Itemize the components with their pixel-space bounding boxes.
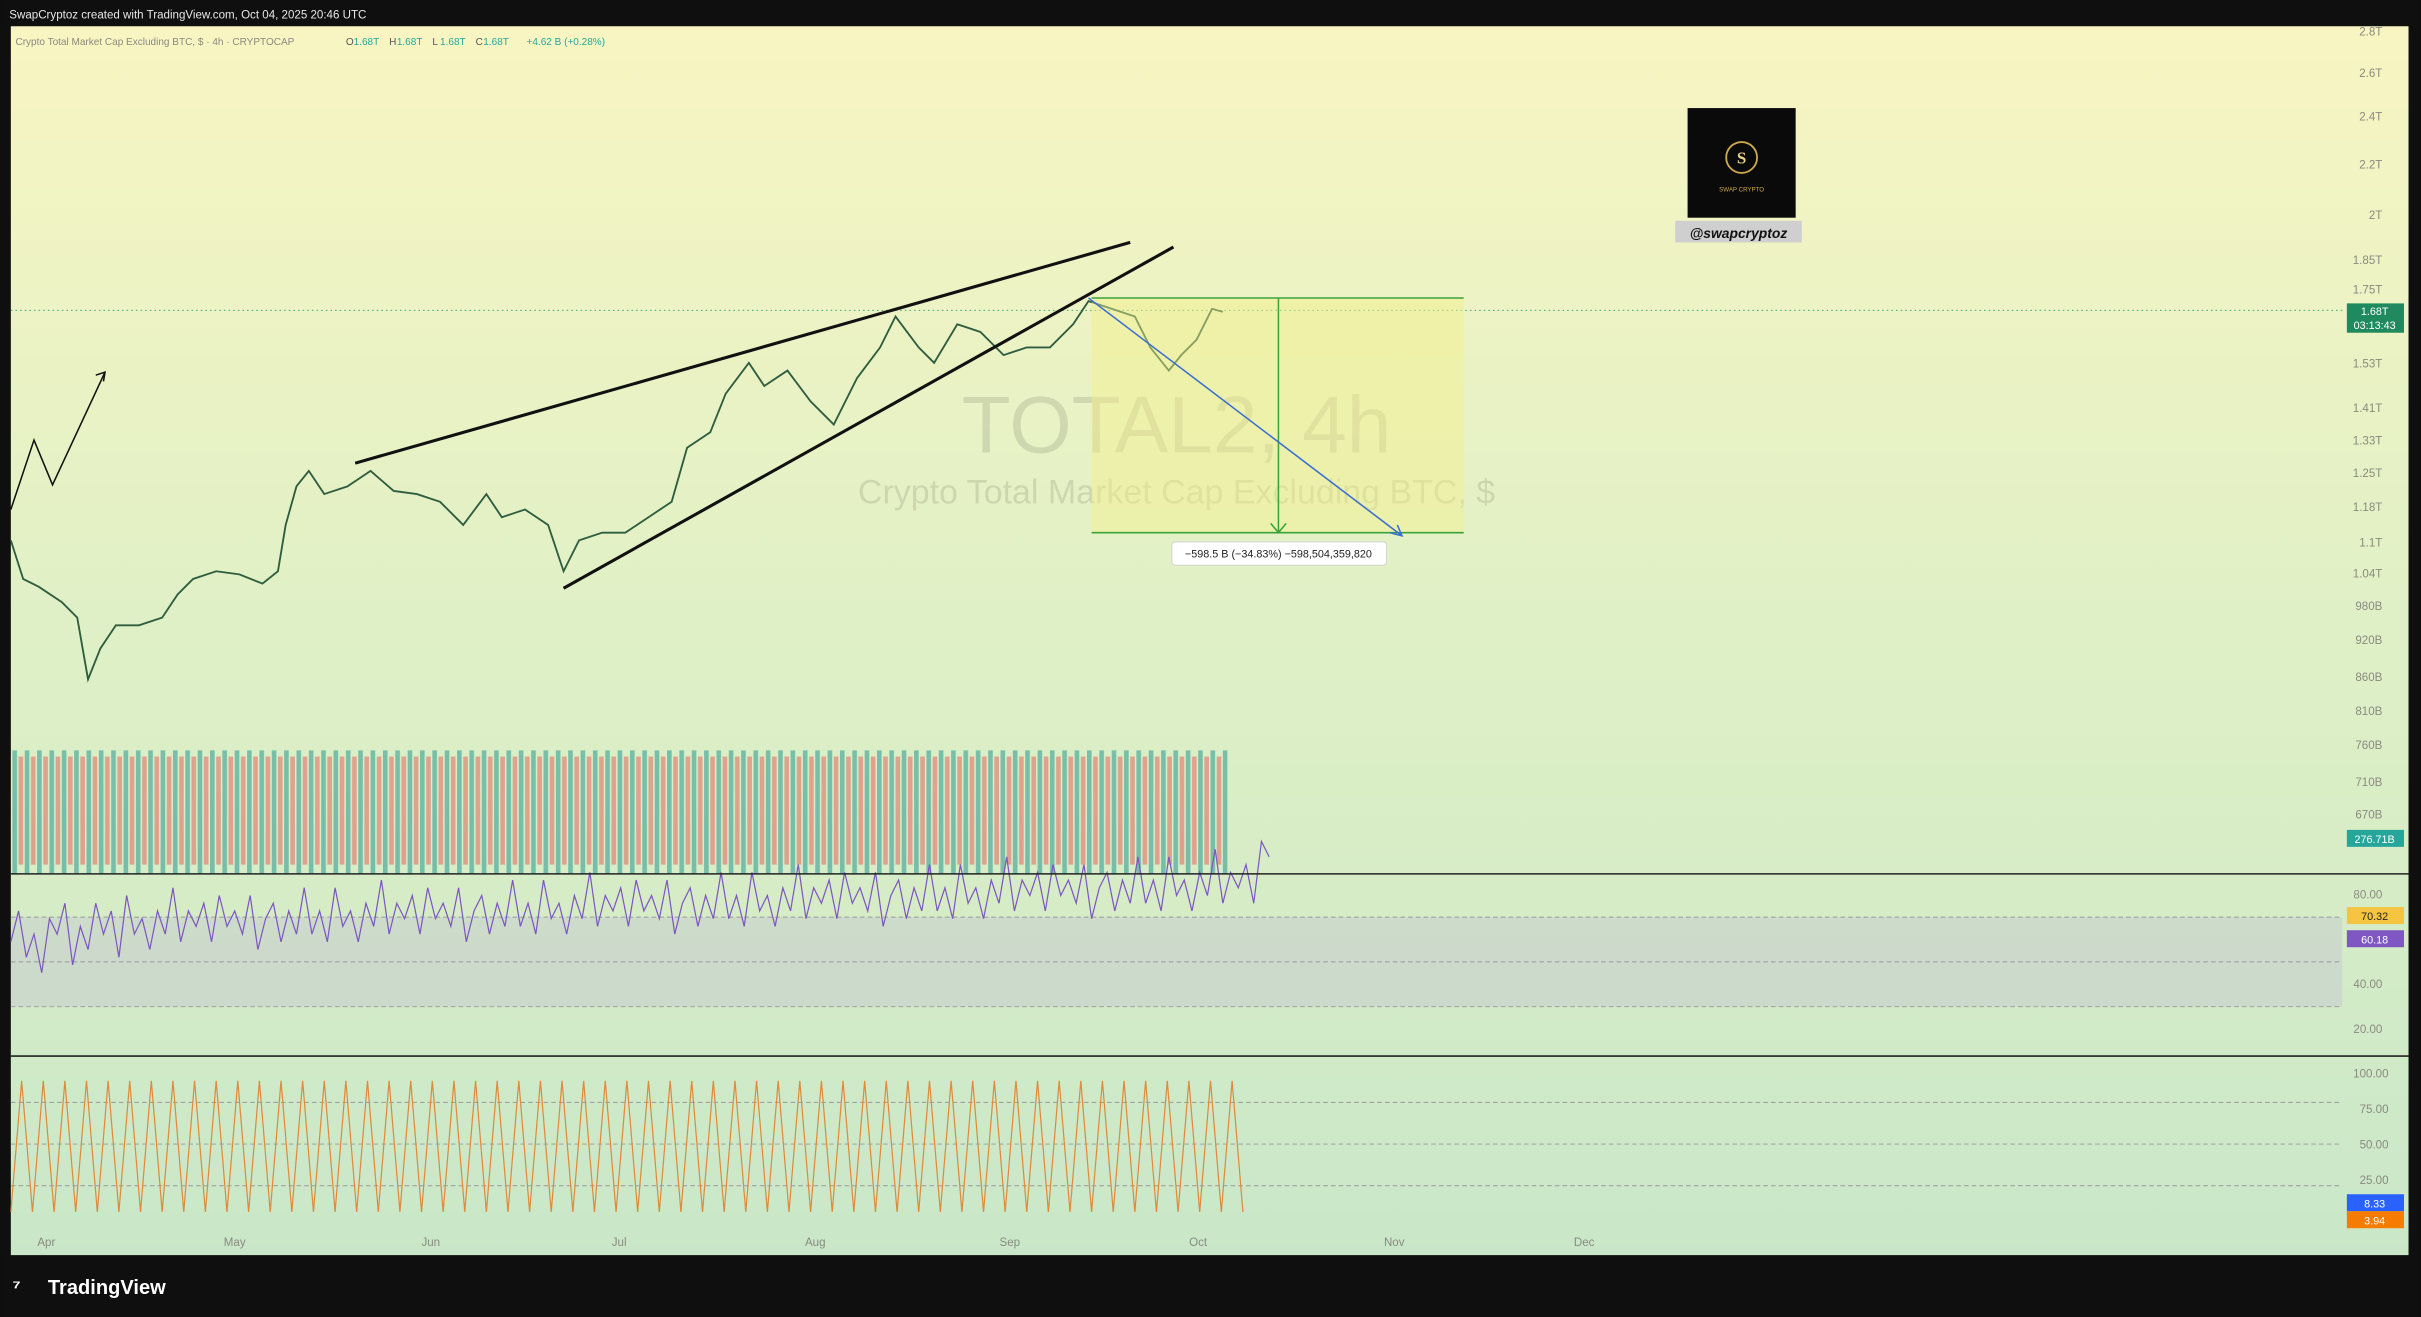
time-label: Apr xyxy=(37,1237,55,1249)
price-label: 1.85T xyxy=(2353,255,2383,267)
price-label: 2.8T xyxy=(2359,27,2382,39)
price-label: 710B xyxy=(2355,777,2382,789)
time-label: Oct xyxy=(1189,1237,1208,1249)
rsi-label: 20.00 xyxy=(2353,1024,2382,1036)
handle-box xyxy=(1675,220,1802,243)
time-label: Jun xyxy=(421,1237,440,1249)
time-label: Jul xyxy=(612,1237,627,1249)
ohlc-value: 1.68T xyxy=(483,37,509,48)
price-label: 1.75T xyxy=(2353,284,2383,296)
axes: 2.8T 2.6T 2.4T 2.2T 2T 1.85T 1.75T 1.53T 1.41T 1.… xyxy=(37,27,2404,1249)
stoch-k-tag xyxy=(2346,1194,2404,1212)
last-price-tag xyxy=(2346,303,2404,333)
projection-arrow xyxy=(1088,297,1403,537)
price-label: 2.2T xyxy=(2359,159,2382,171)
stoch-label: 50.00 xyxy=(2360,1140,2389,1152)
measure-label: −598.5 B (−34.83%) −598,504,359,820 xyxy=(1185,548,1372,560)
legend: Crypto Total Market Cap Excluding BTC, $… xyxy=(15,37,605,48)
price-label: 1.53T xyxy=(2353,358,2383,370)
price-label: 670B xyxy=(2355,809,2382,821)
price-label: 1.25T xyxy=(2353,468,2383,480)
measure-label-box xyxy=(1171,541,1387,566)
stoch-d: 3.94 xyxy=(2364,1215,2385,1227)
volume-tag xyxy=(2346,829,2404,847)
volume-bars xyxy=(10,750,1228,874)
top-bar xyxy=(0,0,2421,27)
price-label: 2.6T xyxy=(2359,68,2382,80)
volume: 276.71B xyxy=(2355,834,2395,846)
stoch-label: 75.00 xyxy=(2360,1104,2389,1116)
price-label: 810B xyxy=(2355,706,2382,718)
footer-icon: ⁷ xyxy=(12,1277,20,1299)
time-label: Nov xyxy=(1384,1237,1405,1249)
bottom-bar xyxy=(0,1255,2421,1317)
handle: @swapcryptoz xyxy=(1690,225,1788,241)
last-price: 1.68T xyxy=(2361,306,2389,318)
ohlc-value: 1.68T xyxy=(354,37,380,48)
countdown: 03:13:43 xyxy=(2354,320,2396,332)
rsi-label: 80.00 xyxy=(2353,890,2382,902)
header-caption: SwapCryptoz created with TradingView.com… xyxy=(9,10,366,22)
price-label: 1.1T xyxy=(2359,538,2382,550)
time-label: Dec xyxy=(1574,1237,1595,1249)
price-label: 1.18T xyxy=(2353,502,2383,514)
price-label: 1.41T xyxy=(2353,403,2383,415)
price-label: 860B xyxy=(2355,672,2382,684)
price-label: 2T xyxy=(2369,210,2383,222)
price-label: 1.33T xyxy=(2353,436,2383,448)
stoch-label: 25.00 xyxy=(2360,1175,2389,1187)
ohlc-label: H xyxy=(389,37,396,48)
brand-emblem xyxy=(1725,141,1758,174)
rsi-label: 40.00 xyxy=(2353,979,2382,991)
projection-arrowhead xyxy=(1389,524,1404,537)
footer-logo: TradingView xyxy=(48,1277,166,1299)
brand-logo-text: SWAP CRYPTO xyxy=(1719,186,1764,193)
change: +4.62 B (+0.28%) xyxy=(527,37,606,48)
trendlines xyxy=(10,240,1175,590)
stoch-label: 100.00 xyxy=(2353,1069,2388,1081)
chart-area xyxy=(10,26,2409,1256)
watermark-description: Crypto Total Market Cap Excluding BTC, $ xyxy=(858,473,1495,511)
ohlc-value: 1.68T xyxy=(440,37,466,48)
time-label: Sep xyxy=(999,1237,1020,1249)
legend-symbol: Crypto Total Market Cap Excluding BTC, $… xyxy=(15,37,294,48)
rsi-line xyxy=(10,839,1270,973)
rsi-ma: 70.32 xyxy=(2361,911,2388,923)
rsi-ma-tag xyxy=(2346,907,2404,925)
ohlc-value: 1.68T xyxy=(397,37,423,48)
price-label: 1.04T xyxy=(2353,568,2383,580)
brand-letter: S xyxy=(1737,149,1746,168)
stoch-d-tag xyxy=(2346,1211,2404,1229)
time-label: Aug xyxy=(805,1237,826,1249)
ohlc-label: L xyxy=(432,37,438,48)
price-line xyxy=(9,299,1224,683)
time-label: May xyxy=(224,1237,246,1249)
measure-arrowhead xyxy=(1270,522,1287,534)
ohlc-label: O xyxy=(346,37,354,48)
price-label: 760B xyxy=(2355,740,2382,752)
rsi: 60.18 xyxy=(2361,934,2388,946)
right-border xyxy=(2408,26,2421,1256)
rsi-tag xyxy=(2346,930,2404,948)
ohlc-label: C xyxy=(476,37,483,48)
price-label: 980B xyxy=(2355,601,2382,613)
watermark-symbol: TOTAL2, 4h xyxy=(962,380,1392,470)
stoch-line xyxy=(10,1080,1244,1213)
price-label: 2.4T xyxy=(2359,111,2382,123)
stoch-k: 8.33 xyxy=(2364,1198,2385,1210)
price-label: 920B xyxy=(2355,635,2382,647)
